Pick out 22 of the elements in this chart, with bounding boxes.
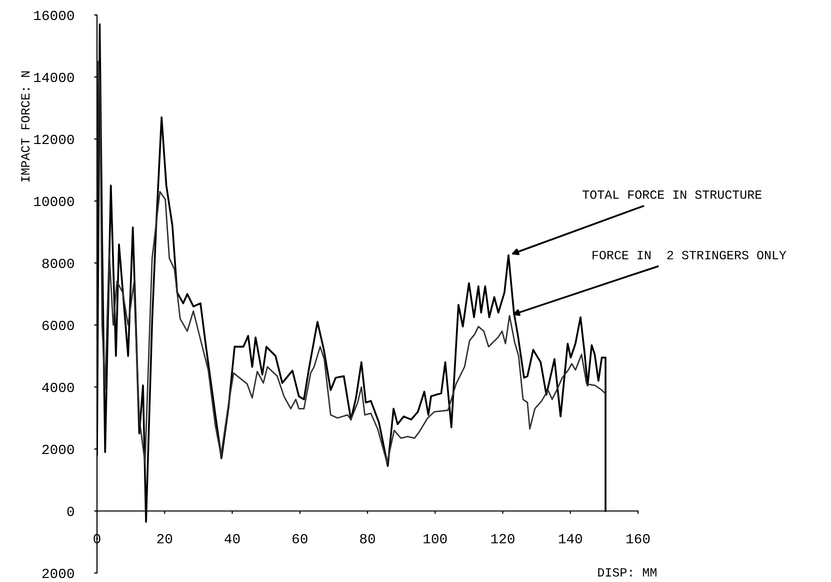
x-tick-label: 120 — [491, 534, 514, 544]
annotation: FORCE IN 2 STRINGERS ONLY — [592, 250, 786, 260]
x-tick-label: 20 — [157, 534, 172, 544]
y-tick-label: 8000 — [42, 258, 74, 268]
y-tick-label: 10000 — [34, 196, 74, 206]
y-tick-label: 6000 — [42, 320, 74, 330]
y-tick-label: 4000 — [42, 382, 74, 392]
y-tick-label: 2000 — [42, 444, 74, 454]
y-tick-label: 12000 — [34, 134, 74, 144]
x-tick-label: 60 — [292, 534, 308, 544]
x-axis-title: DISP: MM — [598, 568, 656, 577]
y-tick-label: 2000 — [42, 568, 74, 578]
x-tick-label: 140 — [558, 534, 582, 544]
y-tick-label: 0 — [67, 506, 74, 516]
x-tick-label: 40 — [224, 534, 240, 544]
annotation: TOTAL FORCE IN STRUCTURE — [582, 190, 762, 199]
y-tick-label: 14000 — [34, 72, 74, 82]
y-tick-label: 16000 — [34, 10, 74, 20]
x-tick-label: 160 — [626, 534, 650, 544]
x-tick-label: 100 — [424, 534, 447, 544]
x-tick-label: 80 — [360, 534, 375, 544]
y-axis-title: IMPACT FORCE: N — [21, 71, 30, 182]
